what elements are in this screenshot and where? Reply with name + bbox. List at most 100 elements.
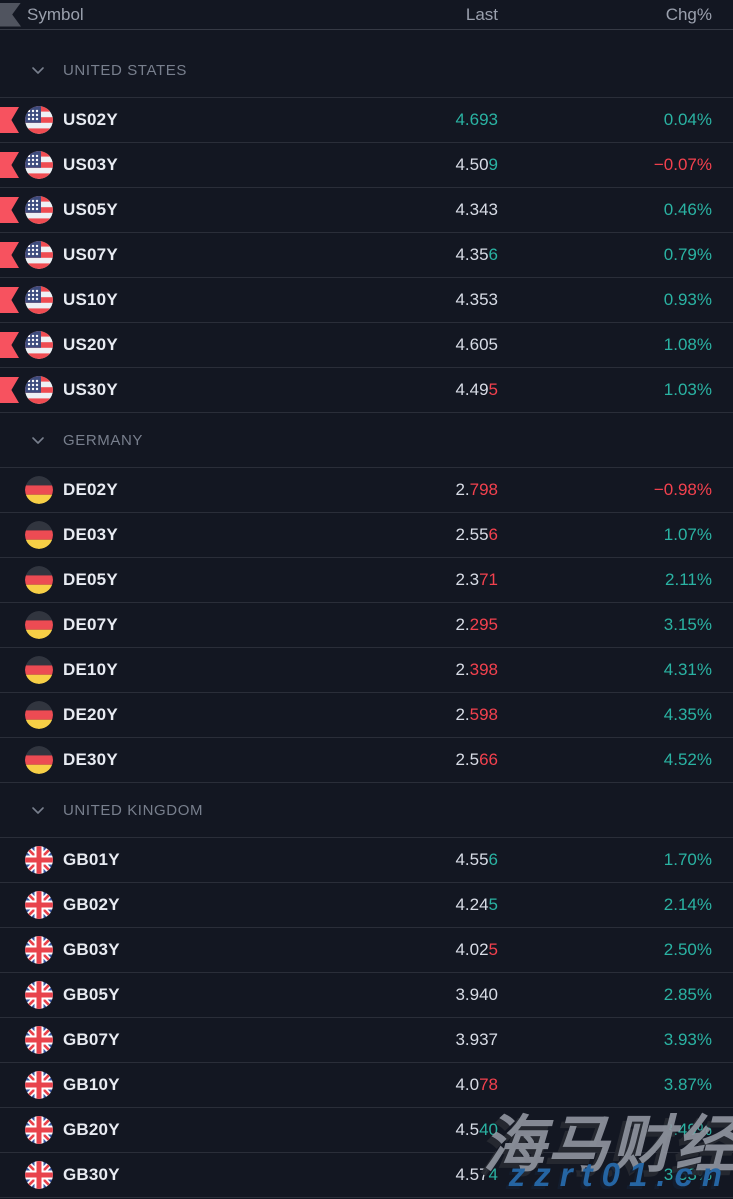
chg-column-header[interactable]: Chg%: [665, 4, 712, 24]
table-row[interactable]: GB05Y 3.940 2.85%: [0, 973, 733, 1018]
last-value-main: 2.55: [455, 525, 489, 544]
last-value-main: 4.0: [455, 1075, 480, 1094]
last-value-main: 4.02: [455, 940, 489, 959]
section-label: UNITED KINGDOM: [63, 801, 204, 819]
symbol-label: DE07Y: [63, 615, 118, 634]
us-flag-icon: [25, 241, 53, 269]
last-value-main: 4.343: [455, 200, 498, 219]
last-column-header[interactable]: Last: [465, 4, 498, 24]
table-row[interactable]: US05Y 4.343 0.46%: [0, 188, 733, 233]
table-row[interactable]: GB03Y 4.025 2.50%: [0, 928, 733, 973]
table-row[interactable]: DE10Y 2.398 4.31%: [0, 648, 733, 693]
table-row[interactable]: US02Y 4.693 0.04%: [0, 98, 733, 143]
table-row[interactable]: DE02Y 2.798 −0.98%: [0, 468, 733, 513]
flag-marker-icon[interactable]: [0, 332, 19, 358]
last-value: 4.540: [455, 1120, 498, 1140]
last-value: 2.798: [455, 480, 498, 500]
last-value: 4.605: [455, 335, 498, 355]
section-label: UNITED STATES: [63, 61, 187, 79]
last-value-tick: 4.693: [455, 110, 498, 129]
chg-percent-value: 1.70%: [663, 850, 712, 869]
last-value-main: 4.57: [455, 1165, 489, 1184]
symbol-label: DE20Y: [63, 705, 118, 724]
symbol-label: US02Y: [63, 110, 118, 129]
symbol-label: GB05Y: [63, 985, 120, 1004]
table-row[interactable]: GB20Y 4.540 3.49%: [0, 1108, 733, 1153]
gb-flag-icon: [25, 1071, 53, 1099]
flag-marker-icon[interactable]: [0, 107, 19, 133]
chg-percent-value: 0.04%: [663, 110, 712, 129]
table-row[interactable]: GB30Y 4.574 3.53%: [0, 1153, 733, 1198]
flag-marker-icon[interactable]: [0, 287, 19, 313]
last-value-main: 4.5: [455, 1120, 480, 1139]
us-flag-icon: [25, 376, 53, 404]
table-row[interactable]: DE07Y 2.295 3.15%: [0, 603, 733, 648]
section-header-de[interactable]: GERMANY: [0, 413, 733, 467]
table-row[interactable]: US10Y 4.353 0.93%: [0, 278, 733, 323]
chg-percent-value: 2.14%: [663, 895, 712, 914]
symbol-label: GB02Y: [63, 895, 120, 914]
last-value: 4.509: [455, 155, 498, 175]
last-value-main: 2.5: [455, 750, 480, 769]
table-row[interactable]: US20Y 4.605 1.08%: [0, 323, 733, 368]
gb-flag-icon: [25, 1161, 53, 1189]
last-value: 2.598: [455, 705, 498, 725]
flag-marker-icon[interactable]: [0, 152, 19, 178]
chg-percent-value: 1.07%: [663, 525, 712, 544]
table-row[interactable]: GB01Y 4.556 1.70%: [0, 838, 733, 883]
gb-flag-icon: [25, 1026, 53, 1054]
de-flag-icon: [25, 476, 53, 504]
symbol-label: DE10Y: [63, 660, 118, 679]
chg-percent-value: 0.79%: [663, 245, 712, 264]
chg-percent-value: 4.31%: [663, 660, 712, 679]
de-flag-icon: [25, 701, 53, 729]
flag-ribbon-icon[interactable]: [0, 2, 21, 27]
chevron-down-icon[interactable]: [30, 432, 46, 448]
gb-flag-icon: [25, 846, 53, 874]
last-value-tick: 6: [488, 245, 498, 264]
last-value-tick: 9: [488, 155, 498, 174]
us-flag-icon: [25, 151, 53, 179]
symbol-label: GB01Y: [63, 850, 120, 869]
table-row[interactable]: US03Y 4.509 −0.07%: [0, 143, 733, 188]
last-value-main: 2.: [455, 480, 470, 499]
symbol-label: DE02Y: [63, 480, 118, 499]
chevron-down-icon[interactable]: [30, 62, 46, 78]
table-row[interactable]: GB07Y 3.937 3.93%: [0, 1018, 733, 1063]
section-rows-us: US02Y 4.693 0.04% US03Y 4.509 −0.07%: [0, 97, 733, 413]
us-flag-icon: [25, 331, 53, 359]
symbol-label: US10Y: [63, 290, 118, 309]
table-row[interactable]: US07Y 4.356 0.79%: [0, 233, 733, 278]
table-row[interactable]: GB10Y 4.078 3.87%: [0, 1063, 733, 1108]
table-row[interactable]: US30Y 4.495 1.03%: [0, 368, 733, 413]
table-row[interactable]: GB02Y 4.245 2.14%: [0, 883, 733, 928]
last-value-main: 4.50: [455, 155, 489, 174]
last-value-tick: 398: [469, 660, 498, 679]
symbol-label: DE30Y: [63, 750, 118, 769]
section-header-gb[interactable]: UNITED KINGDOM: [0, 783, 733, 837]
last-value: 3.940: [455, 985, 498, 1005]
chg-percent-value: −0.98%: [653, 480, 712, 499]
last-value-main: 4.605: [455, 335, 498, 354]
chevron-down-icon[interactable]: [30, 802, 46, 818]
flag-marker-icon[interactable]: [0, 197, 19, 223]
chg-percent-value: −0.07%: [653, 155, 712, 174]
last-value: 2.371: [455, 570, 498, 590]
last-value-main: 2.: [455, 705, 470, 724]
table-row[interactable]: DE03Y 2.556 1.07%: [0, 513, 733, 558]
de-flag-icon: [25, 656, 53, 684]
table-row[interactable]: DE05Y 2.371 2.11%: [0, 558, 733, 603]
section-header-us[interactable]: UNITED STATES: [0, 43, 733, 97]
last-value-tick: 66: [479, 750, 498, 769]
table-row[interactable]: DE20Y 2.598 4.35%: [0, 693, 733, 738]
gb-flag-icon: [25, 981, 53, 1009]
flag-marker-icon[interactable]: [0, 377, 19, 403]
table-row[interactable]: DE30Y 2.566 4.52%: [0, 738, 733, 783]
chg-percent-value: 0.93%: [663, 290, 712, 309]
symbol-column-header[interactable]: Symbol: [27, 4, 84, 24]
flag-marker-icon[interactable]: [0, 242, 19, 268]
chg-percent-value: 2.50%: [663, 940, 712, 959]
last-value-tick: 598: [469, 705, 498, 724]
de-flag-icon: [25, 566, 53, 594]
